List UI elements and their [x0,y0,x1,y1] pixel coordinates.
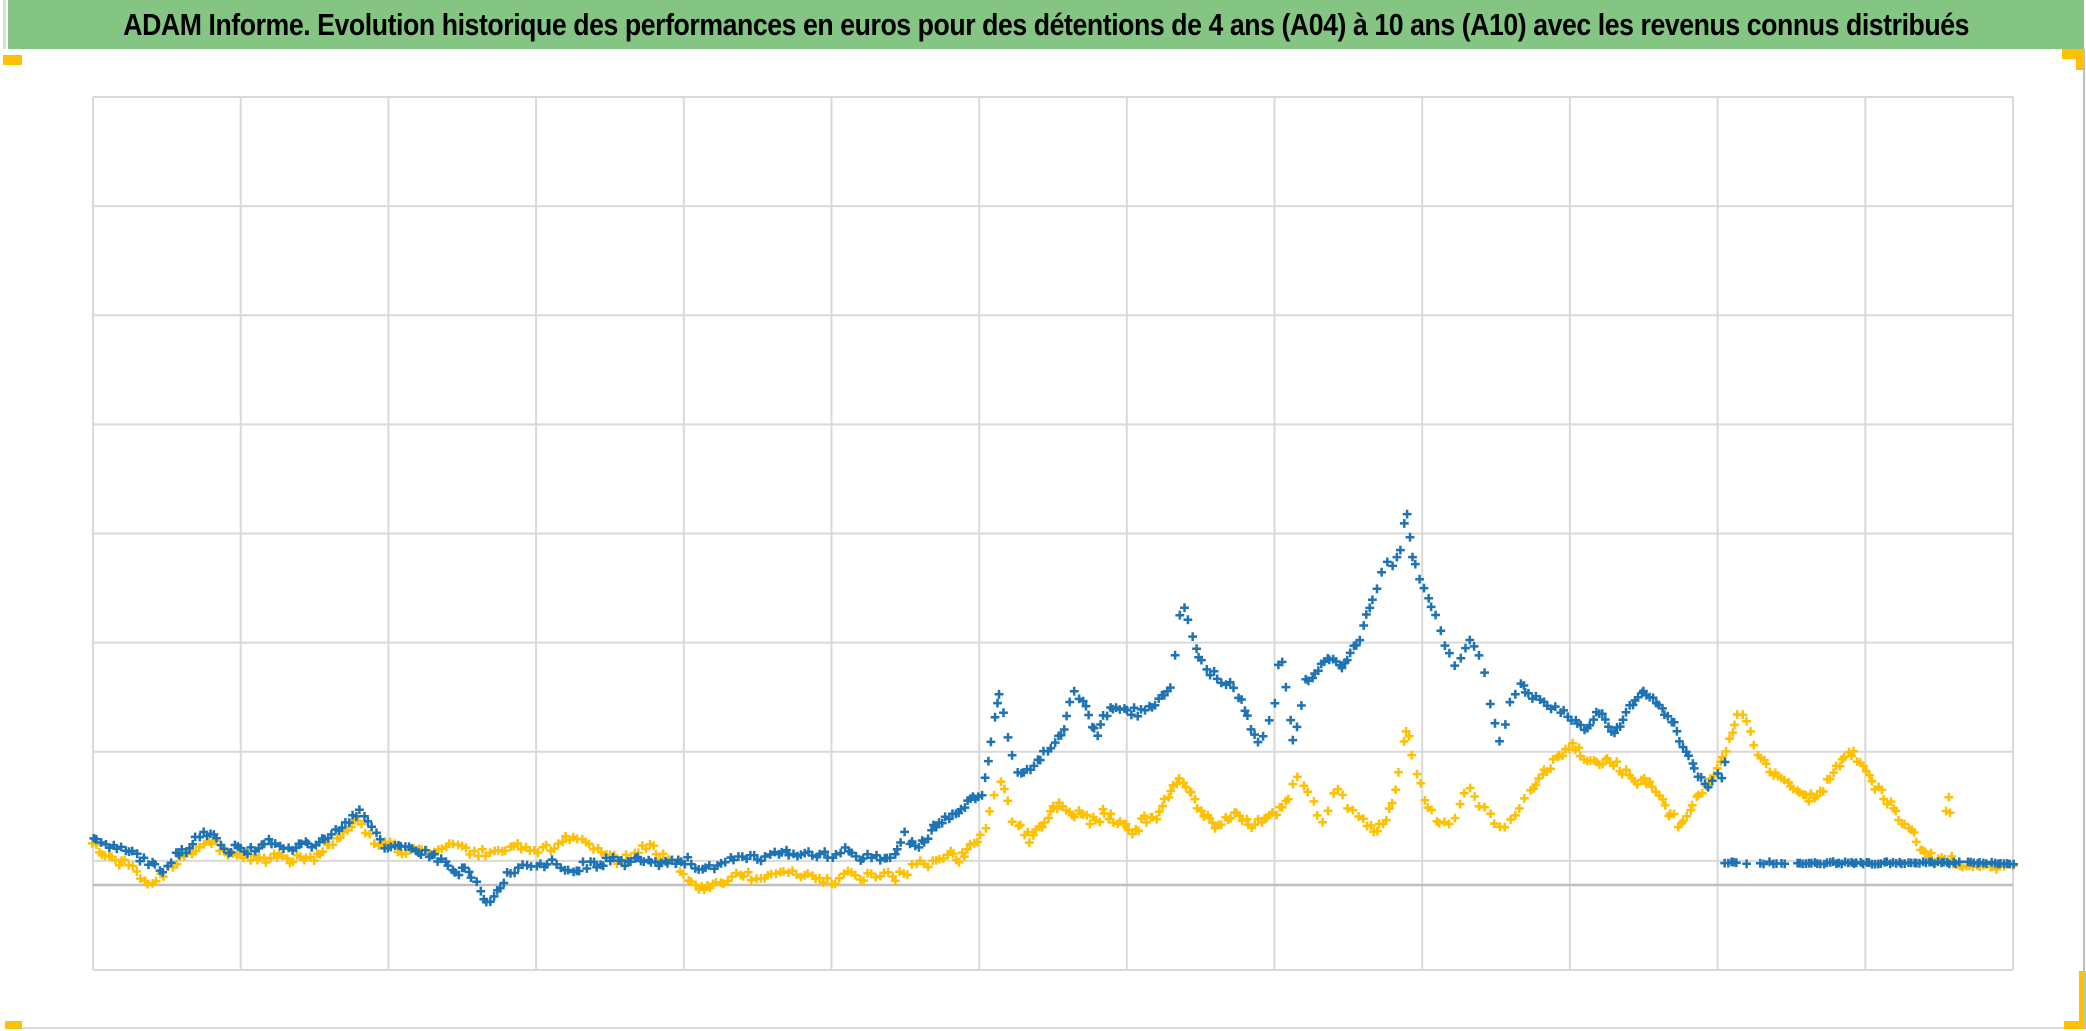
corner-accent-bottom-left [5,1021,22,1029]
slide-right-border [2083,49,2085,1029]
slide-bottom-border [22,1027,2064,1029]
blue_series [89,509,2018,907]
corner-accent-top-right [2062,49,2084,59]
corner-accent-bottom-right-stub [2079,971,2086,1029]
title-bar: ADAM Informe. Evolution historique des p… [3,0,2084,49]
yellow_series [87,710,2018,895]
chart-title: ADAM Informe. Evolution historique des p… [123,6,1969,42]
chart-plot-area [0,49,2086,1031]
title-bar-left-edge [3,0,6,49]
corner-accent-bottom-right [2064,1021,2086,1029]
scatter-chart [87,96,2018,971]
corner-accent-top-right-stub [2076,49,2084,70]
corner-accent-top-left [3,55,22,65]
